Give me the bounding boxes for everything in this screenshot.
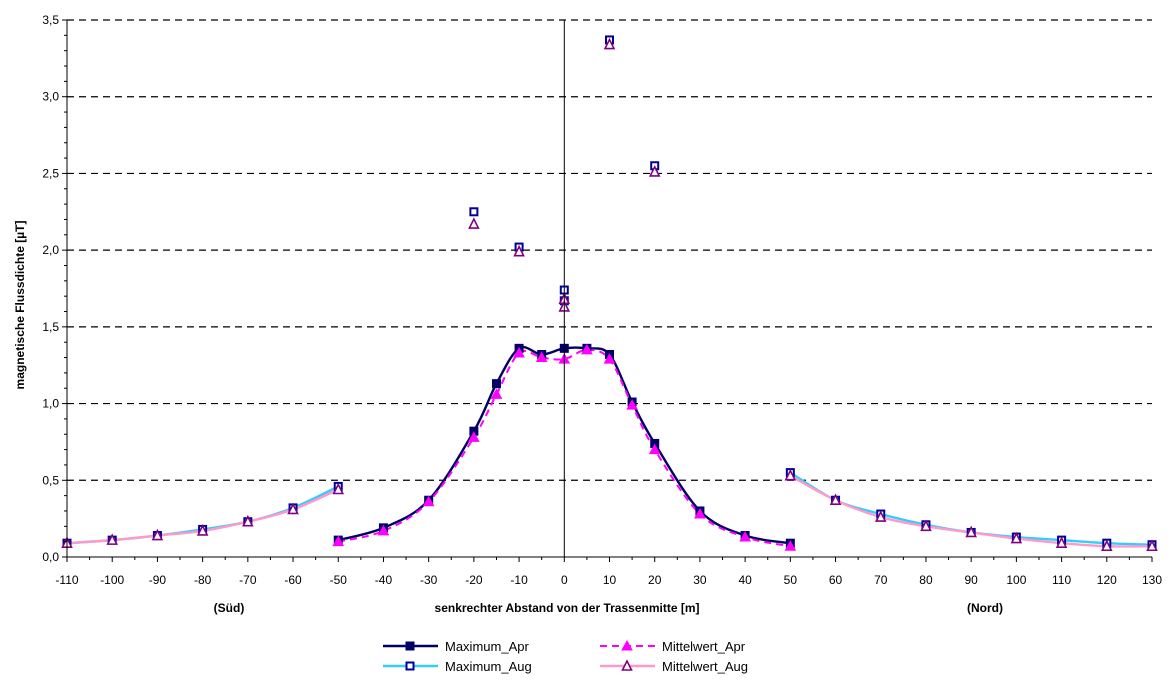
x-tick-label: 100 xyxy=(1006,573,1026,587)
y-tick-label: 3,0 xyxy=(42,90,59,104)
data-point-mittelwert-aug xyxy=(1010,531,1023,544)
data-point-mittelwert-apr xyxy=(581,343,593,355)
data-point-mittelwert-apr xyxy=(422,495,435,507)
y-tick-label: 1,0 xyxy=(42,397,59,411)
legend: Maximum_Apr Maximum_Aug Mittelwert_Apr Mitt… xyxy=(383,639,748,674)
data-point-mittelwert-aug xyxy=(1100,539,1113,552)
data-point-mittelwert-apr xyxy=(377,524,390,536)
data-point-mittelwert-aug xyxy=(332,482,345,495)
x-tick-label: -10 xyxy=(510,573,528,587)
x-tick-label: 50 xyxy=(784,573,798,587)
legend-item-maximum-apr: Maximum_Apr xyxy=(383,639,529,654)
legend-label-mittelwert-aug: Mittelwert_Aug xyxy=(662,659,748,674)
markers-mittelwert-apr xyxy=(332,343,797,551)
x-tick-label: 40 xyxy=(738,573,752,587)
series-mittelwert-apr xyxy=(338,348,791,548)
x-tick-label: 20 xyxy=(648,573,662,587)
data-point-mittelwert-apr xyxy=(694,508,706,519)
x-tick-label: -110 xyxy=(55,573,78,587)
x-tick-label: 120 xyxy=(1097,573,1117,587)
legend-item-mittelwert-aug: Mittelwert_Aug xyxy=(600,659,748,674)
x-tick-label: 110 xyxy=(1052,573,1071,587)
x-tick-label: -90 xyxy=(149,573,167,587)
data-point-mittelwert-apr xyxy=(739,531,751,542)
y-tick-label: 3,5 xyxy=(42,13,59,27)
data-point-mittelwert-aug xyxy=(920,519,932,532)
legend-label-maximum-apr: Maximum_Apr xyxy=(445,639,529,654)
y-tick-label: 0,0 xyxy=(42,550,59,564)
y-axis-label: magnetische Flussdichte [µT] xyxy=(13,221,27,390)
data-point-mittelwert-aug xyxy=(1055,536,1068,548)
x-axis-label: senkrechter Abstand von der Trassenmitte… xyxy=(435,601,700,615)
legend-marker-maximum-aug xyxy=(405,661,415,671)
data-point-mittelwert-apr xyxy=(490,388,503,399)
y-tick-label: 2,5 xyxy=(42,166,59,180)
y-tick-label: 2,0 xyxy=(42,243,59,257)
x-tick-label: 70 xyxy=(874,573,888,587)
data-point-mittelwert-aug xyxy=(151,528,164,541)
y-tick-label: 0,5 xyxy=(42,473,59,487)
x-tick-label: 60 xyxy=(829,573,843,587)
data-point-mittelwert-aug xyxy=(468,217,480,229)
x-tick-label: 80 xyxy=(919,573,933,587)
side-label-south: (Süd) xyxy=(214,601,245,615)
series-line-mittelwert-apr-0 xyxy=(338,348,791,548)
x-tick-label: -100 xyxy=(100,573,124,587)
data-point-mittelwert-aug xyxy=(784,468,797,481)
x-tick-label: -70 xyxy=(239,573,257,587)
data-point-mittelwert-aug xyxy=(106,533,119,545)
data-point-mittelwert-aug xyxy=(513,244,525,257)
data-point-mittelwert-apr xyxy=(513,346,525,358)
x-tick-label: 90 xyxy=(964,573,978,587)
x-tick-label: 10 xyxy=(603,573,617,587)
legend-marker-mittelwert-aug xyxy=(621,659,633,671)
data-point-mittelwert-apr xyxy=(535,351,548,363)
data-point-mittelwert-apr xyxy=(648,443,661,455)
x-tick-label: 130 xyxy=(1142,573,1162,587)
axes xyxy=(62,19,1153,562)
data-point-maximum-aug xyxy=(469,207,479,217)
data-point-mittelwert-aug xyxy=(1146,539,1158,552)
tick-labels: 0,00,51,01,52,02,53,03,5-110 -100 -90 -80 -7… xyxy=(42,13,1162,587)
legend-item-maximum-aug: Maximum_Aug xyxy=(383,659,532,674)
legend-label-mittelwert-apr: Mittelwert_Apr xyxy=(662,639,746,654)
legend-label-maximum-aug: Maximum_Aug xyxy=(445,659,532,674)
data-point-mittelwert-apr xyxy=(468,431,480,442)
data-point-mittelwert-aug xyxy=(965,525,977,538)
x-tick-label: -50 xyxy=(330,573,348,587)
data-point-maximum-apr xyxy=(491,379,501,389)
series-layer xyxy=(61,35,1158,552)
x-tick-label: -20 xyxy=(465,573,483,587)
data-point-mittelwert-apr xyxy=(626,399,638,410)
x-tick-label: -60 xyxy=(284,573,302,587)
x-tick-label: -40 xyxy=(375,573,393,587)
data-point-mittelwert-aug xyxy=(196,524,209,536)
data-point-mittelwert-apr xyxy=(784,540,797,551)
x-tick-label: 0 xyxy=(561,573,568,587)
data-point-mittelwert-aug xyxy=(603,37,616,50)
legend-item-mittelwert-apr: Mittelwert_Apr xyxy=(600,639,746,654)
data-point-mittelwert-aug xyxy=(874,510,887,522)
data-point-mittelwert-aug xyxy=(829,493,842,506)
data-point-mittelwert-aug xyxy=(242,514,254,527)
legend-marker-mittelwert-apr xyxy=(621,639,633,651)
data-point-mittelwert-apr xyxy=(603,353,616,364)
legend-marker-maximum-apr xyxy=(405,641,415,651)
y-tick-label: 1,5 xyxy=(42,320,59,334)
data-point-mittelwert-aug xyxy=(648,165,661,177)
data-point-mittelwert-apr xyxy=(332,535,345,547)
x-tick-label: -80 xyxy=(194,573,212,587)
markers-maximum-aug xyxy=(62,35,1157,550)
x-tick-label: 30 xyxy=(693,573,707,587)
series-mittelwert-aug xyxy=(66,474,1153,548)
markers-mittelwert-aug xyxy=(61,37,1158,552)
x-tick-label: -30 xyxy=(420,573,438,587)
side-label-north: (Nord) xyxy=(967,601,1003,615)
grid-lines xyxy=(67,19,1152,481)
data-point-mittelwert-aug xyxy=(287,502,299,515)
